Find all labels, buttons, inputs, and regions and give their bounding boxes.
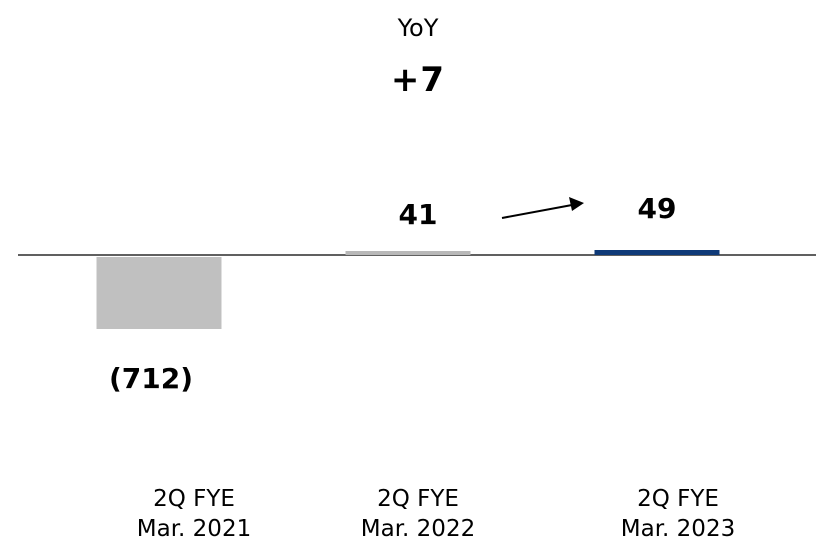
trend-arrow-head — [569, 197, 584, 211]
bar-3 — [594, 250, 720, 255]
category-label-3-line-2: Mar. 2023 — [621, 516, 735, 538]
yoy-value: +7 — [390, 60, 446, 100]
trend-arrow-shaft — [501, 204, 573, 219]
category-label-1-line-1: 2Q FYE — [153, 486, 235, 512]
value-label-1: (712) — [109, 362, 193, 395]
bar-1 — [96, 257, 222, 329]
category-label-2-line-2: Mar. 2022 — [361, 516, 475, 538]
category-label-3-line-1: 2Q FYE — [637, 486, 719, 512]
value-label-3: 49 — [638, 192, 677, 225]
category-label-1-line-2: Mar. 2021 — [137, 516, 251, 538]
bar-2 — [345, 251, 471, 255]
yoy-label: YoY — [397, 14, 439, 42]
category-label-2-line-1: 2Q FYE — [377, 486, 459, 512]
value-label-2: 41 — [399, 198, 438, 231]
